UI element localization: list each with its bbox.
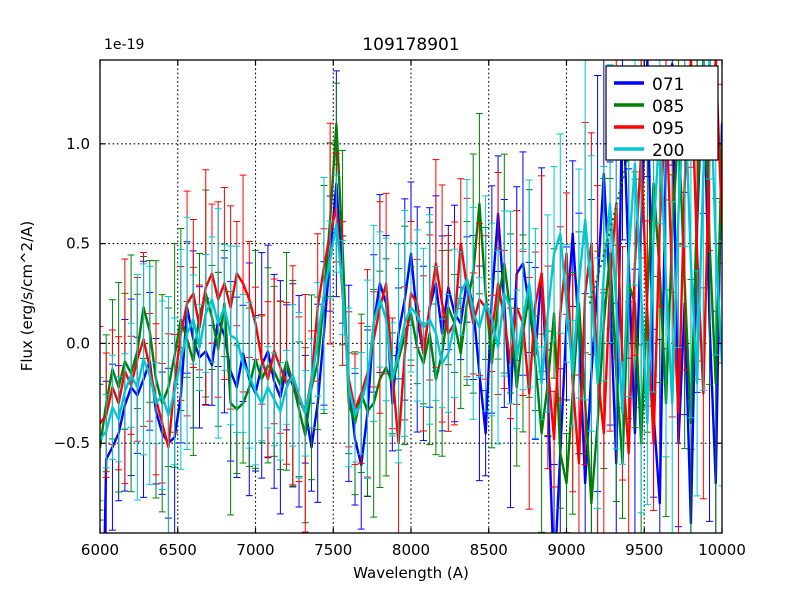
trend-line-085-trend [588,93,643,304]
y-tick-label: 1.0 [66,135,90,153]
series-line-200 [100,60,722,441]
data-series-200 [100,60,722,533]
page-title: 109178901 [362,35,459,55]
x-axis-label: Wavelength (A) [353,564,469,582]
axis-ticks: 6000 6500 7000 7500 8000 8500 9000 9500 10000 −0.… [54,60,746,559]
y-tick-label: 0.5 [66,235,90,253]
legend-label-085[interactable]: 085 [652,97,684,117]
y-tick-label: −0.5 [54,434,90,452]
x-tick-label: 8000 [392,541,430,559]
x-tick-label: 6000 [81,541,119,559]
y-axis-label: Flux (erg/s/cm^2/A) [18,221,36,372]
x-tick-label: 6500 [159,541,197,559]
x-tick-label: 7000 [236,541,274,559]
x-tick-label: 9500 [625,541,663,559]
legend-label-071[interactable]: 071 [652,75,684,95]
y-axis-offset-label: 1e-19 [104,37,144,53]
x-tick-label: 9000 [547,541,585,559]
data-series-layer [100,60,722,533]
x-tick-label: 8500 [470,541,508,559]
y-tick-label: 0.0 [66,334,90,352]
legend-label-095[interactable]: 095 [652,119,684,139]
x-tick-label: 7500 [314,541,352,559]
legend-label-200[interactable]: 200 [652,141,684,161]
x-tick-label: 10000 [698,541,746,559]
